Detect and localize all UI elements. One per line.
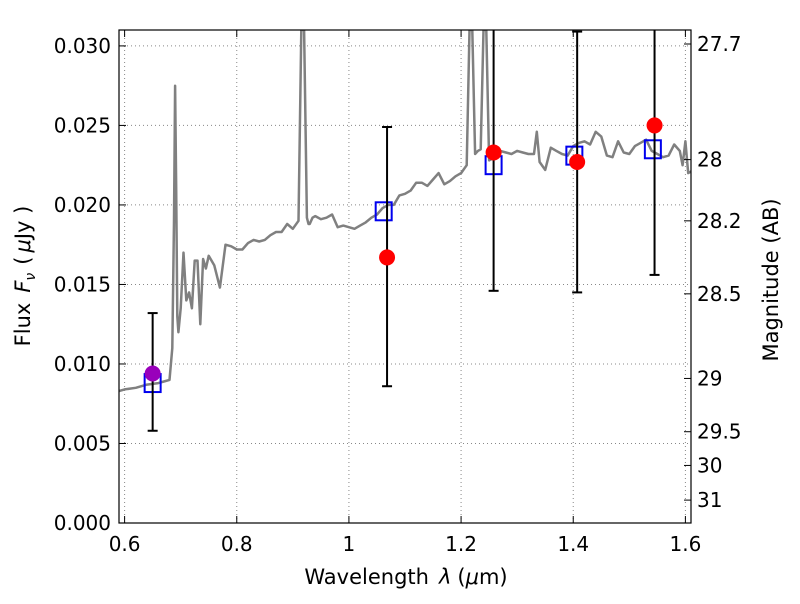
x-tick-label: 1.2	[445, 532, 477, 556]
y-tick-label: 0.010	[54, 352, 111, 376]
plot-frame	[118, 29, 692, 524]
mag-tick-label: 28	[697, 148, 722, 172]
y-label-mu: μ	[11, 239, 35, 253]
model-point	[374, 201, 393, 222]
observed-point	[485, 144, 502, 161]
mag-tick-label: 29	[697, 366, 722, 390]
y-label-prefix: Flux	[11, 303, 35, 347]
x-axis-label: Wavelength λ (μm)	[304, 565, 507, 589]
mag-tick-label: 28.5	[697, 282, 742, 306]
x-tick-label: 1.6	[669, 532, 701, 556]
mag-tick-label: 31	[697, 488, 722, 512]
x-tick-label: 0.6	[109, 532, 141, 556]
y-label-var: F	[11, 280, 35, 293]
model-point	[643, 139, 662, 160]
x-tick-label: 0.8	[221, 532, 253, 556]
mag-tick-label: 30	[697, 453, 722, 477]
x-tick-label: 1.4	[557, 532, 589, 556]
y-tick-label: 0.020	[54, 193, 111, 217]
y-tick-label: 0.025	[54, 113, 111, 137]
y-tick-label: 0.030	[54, 34, 111, 58]
x-label-mu: μ	[465, 565, 479, 589]
tick-layer	[119, 30, 691, 524]
observed-point	[144, 365, 161, 382]
y-label-open: (	[11, 257, 35, 265]
y-tick-label: 0.005	[54, 431, 111, 455]
y-tick-label: 0.000	[54, 511, 111, 535]
mag-tick-label: 27.7	[697, 32, 742, 56]
observed-point	[646, 117, 663, 134]
y-label-unit: Jy )	[11, 206, 35, 242]
grid-layer	[119, 30, 691, 524]
x-label-prefix: Wavelength	[304, 565, 429, 589]
mag-tick-label: 29.5	[697, 420, 742, 444]
x-label-var: λ	[438, 565, 451, 589]
x-tick-label: 1	[343, 532, 356, 556]
plot-area	[119, 30, 691, 432]
y-label-sub: ν	[23, 273, 39, 281]
y-tick-label: 0.015	[54, 272, 111, 296]
x-label-unit: m)	[479, 565, 508, 589]
mag-tick-label: 28.2	[697, 209, 742, 233]
y2-axis-label: Magnitude (AB)	[759, 198, 783, 361]
x-label-open: (	[457, 565, 465, 589]
y-axis-label: Flux Fν ( μJy )	[11, 206, 39, 347]
observed-point	[379, 249, 396, 266]
label-layer: 0.6 0.8 1 1.2 1.4 1.6 0.000 0.005 0.010 0.015 0.02…	[54, 32, 742, 556]
spectrum-line	[119, 30, 691, 393]
observed-point	[569, 153, 586, 170]
